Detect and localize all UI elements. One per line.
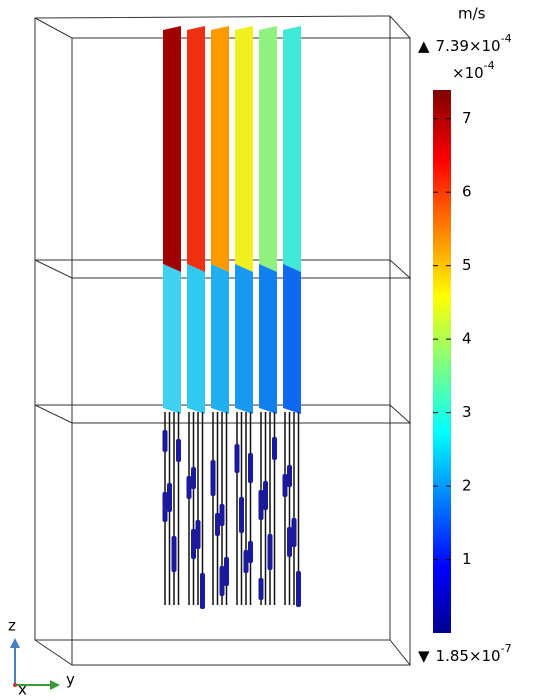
min-label: ▼ 1.85×10-7 [418,642,512,665]
x-label: x [18,681,27,699]
tick-label: 6 [462,183,472,201]
geometry [34,15,412,666]
tick-label: 5 [462,256,472,274]
z-label: z [8,617,16,635]
tick-label: 3 [462,403,472,421]
tick-label: 7 [462,109,472,127]
y-label: y [66,671,75,689]
color-scale [433,90,451,633]
multiplier: ×10-4 [452,59,495,82]
colorbar: m/s ▲ 7.39×10-4 ×10-4 ▼ 1.85×10-7 1 2 3 4 5 6 7 [418,5,512,665]
max-label: ▲ 7.39×10-4 [418,32,512,55]
unit: m/s [458,5,486,23]
tick-label: 2 [462,477,472,495]
axis-triad: z x y [8,617,75,699]
tick-label: 1 [462,550,472,568]
tick-label: 4 [462,330,472,348]
